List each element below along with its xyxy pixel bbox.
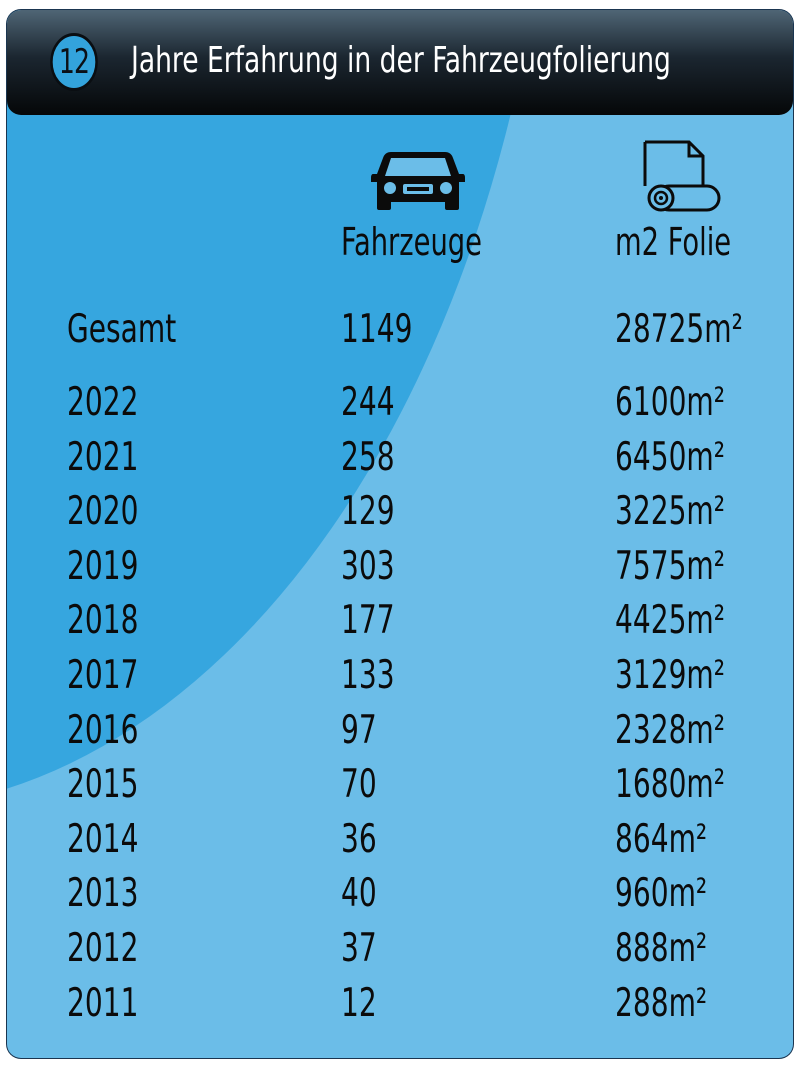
row-foil: 960m² xyxy=(615,871,708,917)
infographic-card: 12 Jahre Erfahrung in der Fahrzeugfolier… xyxy=(7,10,793,1058)
row-foil: 6100m² xyxy=(615,380,726,425)
row-foil: 28725m² xyxy=(615,307,743,352)
row-foil: 2328m² xyxy=(615,707,726,753)
row-foil: 4425m² xyxy=(615,598,726,644)
row-foil: 6450m² xyxy=(615,434,726,480)
row-vehicles: 258 xyxy=(341,434,395,480)
row-vehicles: 40 xyxy=(341,871,377,917)
stats-table: Fahrzeuge m2 Folie Gesamt 1149 28725m² 2022… xyxy=(7,10,793,1058)
row-vehicles: 133 xyxy=(341,653,395,698)
column-header-foil: m2 Folie xyxy=(615,220,732,264)
row-label: 2021 xyxy=(67,434,139,480)
row-vehicles: 12 xyxy=(341,980,377,1026)
row-label: 2022 xyxy=(67,380,139,425)
car-icon xyxy=(371,152,465,210)
page-title: Jahre Erfahrung in der Fahrzeugfolierung xyxy=(131,40,671,81)
row-vehicles: 303 xyxy=(341,543,395,589)
row-label: 2019 xyxy=(67,543,139,589)
foil-roll-icon xyxy=(643,140,721,212)
row-label: 2018 xyxy=(67,598,139,644)
header-bar: 12 Jahre Erfahrung in der Fahrzeugfolier… xyxy=(7,10,793,115)
years-badge: 12 xyxy=(50,33,98,91)
row-label: 2020 xyxy=(67,489,139,535)
row-foil: 3225m² xyxy=(615,489,726,535)
row-vehicles: 36 xyxy=(341,816,377,862)
row-foil: 1680m² xyxy=(615,762,726,808)
row-label: 2017 xyxy=(67,653,139,698)
row-label: 2014 xyxy=(67,816,139,862)
row-foil: 7575m² xyxy=(615,543,726,589)
row-vehicles: 70 xyxy=(341,762,377,808)
row-label: 2012 xyxy=(67,926,139,971)
row-label: 2013 xyxy=(67,871,139,917)
row-label: 2011 xyxy=(67,980,139,1026)
row-label: 2016 xyxy=(67,707,139,753)
row-foil: 3129m² xyxy=(615,653,726,698)
column-header-vehicles: Fahrzeuge xyxy=(341,220,483,264)
row-vehicles: 177 xyxy=(341,598,395,644)
row-label: 2015 xyxy=(67,762,139,808)
row-vehicles: 37 xyxy=(341,926,377,971)
row-foil: 888m² xyxy=(615,926,708,971)
row-vehicles: 1149 xyxy=(341,307,413,352)
row-vehicles: 97 xyxy=(341,707,377,753)
row-foil: 864m² xyxy=(615,816,708,862)
row-vehicles: 244 xyxy=(341,380,395,425)
row-foil: 288m² xyxy=(615,980,708,1026)
row-label: Gesamt xyxy=(67,307,177,352)
row-vehicles: 129 xyxy=(341,489,395,535)
